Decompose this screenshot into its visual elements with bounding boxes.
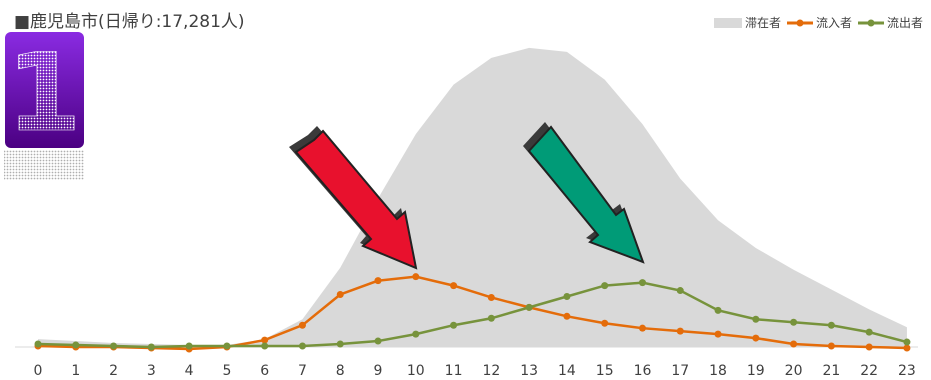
x-tick-label: 20 <box>785 363 803 379</box>
legend-label-outflow: 流出者 <box>886 16 923 30</box>
point-series-2-6 <box>261 342 269 350</box>
x-tick-label: 8 <box>336 363 345 379</box>
point-series-2-9 <box>374 337 382 345</box>
line-series-2 <box>37 281 908 349</box>
point-series-1-17 <box>676 327 684 335</box>
badge-reflection <box>4 150 84 180</box>
point-series-2-3 <box>147 343 155 351</box>
x-tick-label: 18 <box>709 363 727 379</box>
point-series-1-18 <box>714 330 722 338</box>
point-series-2-0 <box>34 340 42 348</box>
x-tick-label: 0 <box>34 363 43 379</box>
point-series-2-16 <box>638 279 646 287</box>
point-series-1-14 <box>563 312 571 320</box>
x-tick-label: 1 <box>71 363 80 379</box>
legend-item-outflow: 流出者 <box>857 14 923 31</box>
legend-swatch-inflow <box>786 19 813 26</box>
x-tick-label: 6 <box>260 363 269 379</box>
green-arrow <box>523 122 645 264</box>
red-arrow <box>289 126 418 270</box>
legend: 滞在者 流入者 流出者 <box>713 14 923 31</box>
point-series-1-23 <box>903 344 911 352</box>
line-series-1 <box>37 275 907 351</box>
point-series-2-20 <box>790 318 798 326</box>
point-series-1-11 <box>450 282 458 290</box>
point-series-1-12 <box>487 293 495 301</box>
x-tick-label: 21 <box>822 363 840 379</box>
point-series-1-19 <box>752 334 760 342</box>
point-series-1-8 <box>336 291 344 299</box>
point-series-1-21 <box>827 342 835 350</box>
x-tick-label: 13 <box>520 363 538 379</box>
x-tick-label: 2 <box>109 363 118 379</box>
x-tick-label: 22 <box>860 363 878 379</box>
legend-label-inflow: 流入者 <box>815 16 852 30</box>
point-series-2-2 <box>110 342 118 350</box>
point-series-1-22 <box>865 343 873 351</box>
x-tick-label: 5 <box>222 363 231 379</box>
point-series-2-19 <box>752 315 760 323</box>
point-series-1-6 <box>261 336 269 344</box>
point-series-1-7 <box>298 321 306 329</box>
chart-title: ■鹿児島市(日帰り:17,281人) <box>14 12 245 32</box>
x-tick-label: 9 <box>374 363 383 379</box>
point-series-2-10 <box>412 330 420 338</box>
x-tick-label: 4 <box>185 363 194 379</box>
x-tick-label: 11 <box>445 363 463 379</box>
badge-body <box>5 32 84 148</box>
legend-swatch-outflow <box>857 19 884 26</box>
point-series-2-15 <box>601 282 609 290</box>
badge-number: 1 <box>6 31 81 156</box>
point-series-1-20 <box>790 340 798 348</box>
point-series-2-21 <box>827 321 835 329</box>
x-tick-label: 7 <box>298 363 307 379</box>
point-series-2-23 <box>903 338 911 346</box>
legend-label-area: 滞在者 <box>744 16 781 30</box>
point-series-2-11 <box>450 321 458 329</box>
point-series-1-15 <box>601 319 609 327</box>
rank-badge: 1 <box>4 31 84 180</box>
x-tick-label: 12 <box>482 363 500 379</box>
x-tick-label: 19 <box>747 363 765 379</box>
legend-swatch-area <box>713 17 742 28</box>
point-series-1-16 <box>638 324 646 332</box>
point-series-2-17 <box>676 287 684 295</box>
x-tick-label: 10 <box>407 363 425 379</box>
x-tick-label: 17 <box>671 363 689 379</box>
legend-item-inflow: 流入者 <box>786 14 852 31</box>
point-series-1-10 <box>412 273 420 281</box>
x-tick-label: 23 <box>898 363 916 379</box>
point-series-2-1 <box>72 341 80 349</box>
x-tick-label: 16 <box>634 363 652 379</box>
point-series-2-14 <box>563 292 571 300</box>
point-series-2-12 <box>487 314 495 322</box>
point-series-2-5 <box>223 342 231 350</box>
x-tick-label: 14 <box>558 363 576 379</box>
x-tick-label: 3 <box>147 363 156 379</box>
legend-item-area: 滞在者 <box>713 14 781 31</box>
point-series-2-22 <box>865 328 873 336</box>
point-series-2-8 <box>336 340 344 348</box>
point-series-1-9 <box>374 277 382 285</box>
point-series-2-13 <box>525 303 533 311</box>
point-series-2-18 <box>714 306 722 314</box>
area-series-0 <box>38 47 907 348</box>
point-series-2-7 <box>298 342 306 350</box>
x-tick-label: 15 <box>596 363 614 379</box>
point-series-2-4 <box>185 342 193 350</box>
